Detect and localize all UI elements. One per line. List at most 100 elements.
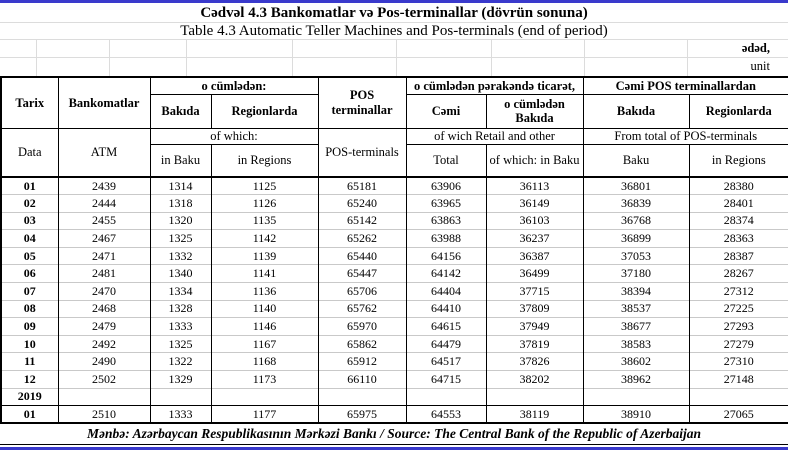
value-cell: 2481: [57, 264, 151, 283]
value-cell: 65181: [317, 176, 407, 195]
header-tarix: Tarix: [0, 76, 59, 129]
date-cell: 11: [0, 352, 59, 371]
value-cell: 1177: [210, 405, 319, 424]
grid-cell: [293, 58, 397, 76]
table-row: 05 2471 1332 1139 65440 64156 36387 37053 28387: [0, 246, 788, 265]
date-cell: 01: [0, 405, 59, 424]
grid-cell: [110, 40, 187, 57]
value-cell: 1332: [149, 246, 212, 265]
value-cell: 2502: [57, 370, 151, 389]
value-cell: 37715: [485, 282, 584, 301]
header-en-in-regions: in Regions: [210, 143, 319, 178]
table-row: 02 2444 1318 1126 65240 63965 36149 36839 28401: [0, 194, 788, 213]
value-cell: 1140: [210, 299, 319, 318]
header-az-retail-bakida: o cümlədən Bakıda: [485, 93, 584, 129]
value-cell: 1136: [210, 282, 319, 301]
value-cell: 36237: [485, 229, 584, 248]
value-cell: 63906: [405, 176, 487, 195]
table-row: 07 2470 1334 1136 65706 64404 37715 38394 27312: [0, 282, 788, 301]
value-cell: 2471: [57, 246, 151, 265]
statistics-table: Tarix Bankomatlar o cümlədən: POS termin…: [0, 76, 788, 425]
value-cell: 37819: [485, 334, 584, 353]
value-cell: 64142: [405, 264, 487, 283]
value-cell: 64615: [405, 317, 487, 336]
value-cell: 1168: [210, 352, 319, 371]
value-cell: 27065: [688, 405, 788, 424]
value-cell: 38119: [485, 405, 584, 424]
value-cell: 2470: [57, 282, 151, 301]
bottom-accent-line: [0, 447, 788, 450]
header-row-az-span: Tarix Bankomatlar o cümlədən: POS termin…: [0, 76, 788, 129]
header-az-pos-total: Cəmi POS terminallardan: [582, 76, 788, 95]
header-en-of-which: of which:: [149, 127, 319, 145]
table-row: 09 2479 1333 1146 65970 64615 37949 38677 27293: [0, 317, 788, 336]
value-cell: [210, 387, 319, 406]
grid-cell: [293, 40, 397, 57]
value-cell: 37949: [485, 317, 584, 336]
value-cell: 38202: [485, 370, 584, 389]
value-cell: [57, 387, 151, 406]
date-cell: 10: [0, 334, 59, 353]
value-cell: 64553: [405, 405, 487, 424]
value-cell: 1322: [149, 352, 212, 371]
table-body: 01 2439 1314 1125 65181 63906 36113 36801 28380 0…: [0, 176, 788, 424]
date-cell: 12: [0, 370, 59, 389]
value-cell: 1142: [210, 229, 319, 248]
value-cell: 1146: [210, 317, 319, 336]
value-cell: 1325: [149, 334, 212, 353]
value-cell: 37809: [485, 299, 584, 318]
top-accent-line: [0, 0, 788, 3]
value-cell: 65240: [317, 194, 407, 213]
header-en-pos-regions: in Regions: [688, 143, 788, 178]
value-cell: [405, 387, 487, 406]
header-az-pos-regionlarda: Regionlarda: [688, 93, 788, 129]
value-cell: [582, 387, 690, 406]
grid-cell: [585, 58, 688, 76]
value-cell: 38910: [582, 405, 690, 424]
value-cell: 63988: [405, 229, 487, 248]
value-cell: 27310: [688, 352, 788, 371]
value-cell: [485, 387, 584, 406]
grid-cell: [110, 58, 187, 76]
header-az-pos-bakida: Bakıda: [582, 93, 690, 129]
value-cell: 1325: [149, 229, 212, 248]
date-cell: 08: [0, 299, 59, 318]
value-cell: 36387: [485, 246, 584, 265]
table-row: 12 2502 1329 1173 66110 64715 38202 38962 27148: [0, 370, 788, 389]
grid-cell: [0, 58, 37, 76]
grid-cell: [397, 40, 492, 57]
value-cell: 65975: [317, 405, 407, 424]
value-cell: 37053: [582, 246, 690, 265]
value-cell: 1320: [149, 211, 212, 230]
value-cell: 37826: [485, 352, 584, 371]
value-cell: 1334: [149, 282, 212, 301]
value-cell: [688, 387, 788, 406]
unit-label-az: ədəd,: [741, 41, 770, 55]
date-cell: 09: [0, 317, 59, 336]
value-cell: 1167: [210, 334, 319, 353]
grid-cell: [492, 40, 585, 57]
value-cell: 1141: [210, 264, 319, 283]
table-row: 06 2481 1340 1141 65447 64142 36499 37180 28267: [0, 264, 788, 283]
value-cell: 65706: [317, 282, 407, 301]
value-cell: 28374: [688, 211, 788, 230]
value-cell: 1135: [210, 211, 319, 230]
date-cell: 2019: [0, 387, 59, 406]
value-cell: 65912: [317, 352, 407, 371]
header-az-of-which: o cümlədən:: [149, 76, 319, 95]
value-cell: 36499: [485, 264, 584, 283]
value-cell: 1333: [149, 317, 212, 336]
header-en-retail: of wich Retail and other: [405, 127, 584, 145]
value-cell: 63965: [405, 194, 487, 213]
value-cell: 63863: [405, 211, 487, 230]
value-cell: 1139: [210, 246, 319, 265]
value-cell: 28363: [688, 229, 788, 248]
value-cell: 65142: [317, 211, 407, 230]
value-cell: 36839: [582, 194, 690, 213]
header-az-regionlarda: Regionlarda: [210, 93, 319, 129]
value-cell: 36113: [485, 176, 584, 195]
date-cell: 06: [0, 264, 59, 283]
value-cell: 65447: [317, 264, 407, 283]
unit-label-en: unit: [750, 59, 770, 73]
